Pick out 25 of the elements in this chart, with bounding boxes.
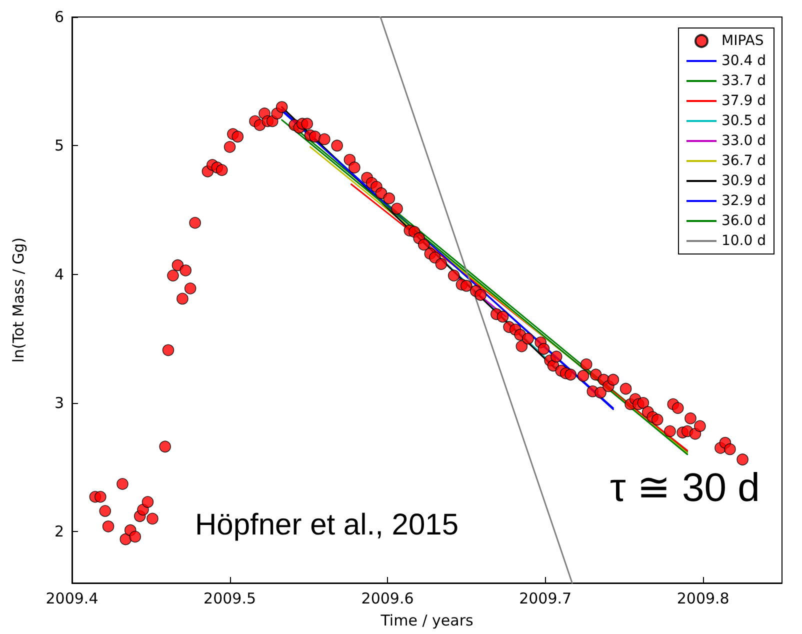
legend-label: 36.7 d [721,153,766,169]
y-tick-label: 5 [54,136,64,155]
x-tick-label: 2009.8 [676,590,730,608]
legend-label: 30.9 d [721,173,766,189]
legend-label: MIPAS [721,33,764,49]
y-axis-title: ln(Tot Mass / Gg) [10,237,28,363]
legend-label: 10.0 d [721,233,766,249]
x-tick-label: 2009.6 [361,590,414,608]
y-tick-label: 6 [54,8,64,26]
annotation: τ ≅ 30 d [610,466,760,510]
annotation: Höpfner et al., 2015 [195,508,459,542]
legend-label: 32.9 d [721,193,766,209]
legend-label: 30.5 d [721,113,766,129]
y-tick-label: 3 [54,394,64,412]
legend-label: 30.4 d [721,53,766,69]
x-tick-label: 2009.5 [204,590,256,608]
x-axis-title: Time / years [380,612,474,630]
legend-label: 37.9 d [721,93,766,109]
legend-label: 33.7 d [721,73,766,89]
legend-label: 33.0 d [721,133,766,149]
y-tick-label: 4 [54,265,64,284]
x-tick-label: 2009.4 [46,590,98,608]
y-tick-label: 2 [54,522,64,541]
x-tick-label: 2009.7 [519,590,572,608]
legend-label: 36.0 d [721,213,766,229]
